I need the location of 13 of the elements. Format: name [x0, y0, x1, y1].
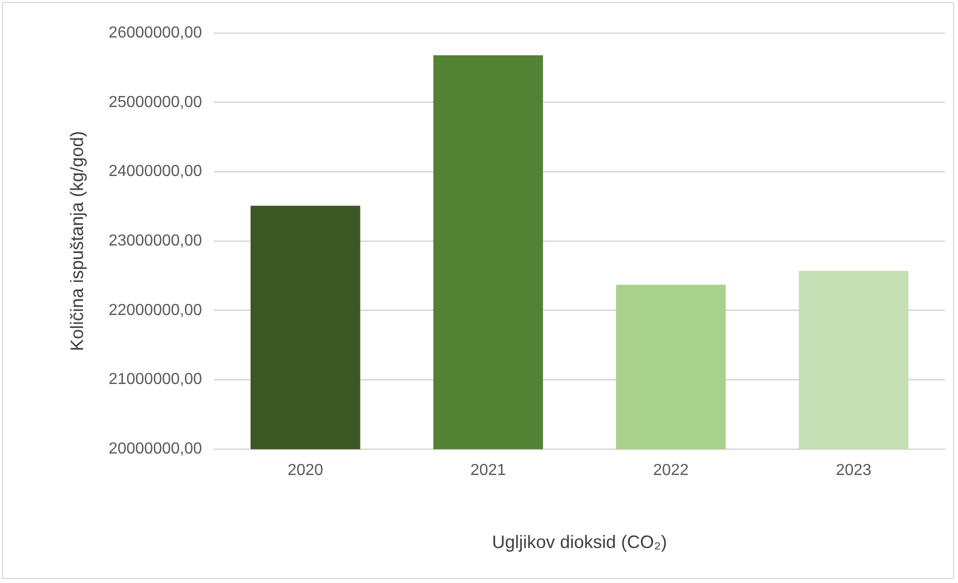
y-tick-label: 20000000,00 — [108, 440, 202, 458]
x-axis-title: Ugljikov dioksid (CO₂) — [492, 532, 668, 552]
y-tick-label: 22000000,00 — [108, 302, 202, 319]
x-tick-label: 2022 — [653, 462, 689, 480]
y-axis-title: Količina ispuštanja (kg/god) — [66, 131, 87, 352]
y-tick-label: 23000000,00 — [108, 232, 202, 250]
x-tick-label: 2023 — [836, 462, 872, 480]
x-tick-label: 2021 — [470, 462, 506, 480]
y-tick-label: 21000000,00 — [108, 371, 202, 388]
y-tick-label: 26000000,00 — [108, 24, 202, 42]
y-tick-label: 25000000,00 — [108, 94, 202, 111]
y-tick-label: 24000000,00 — [108, 163, 202, 180]
x-tick-label: 2020 — [288, 462, 324, 480]
